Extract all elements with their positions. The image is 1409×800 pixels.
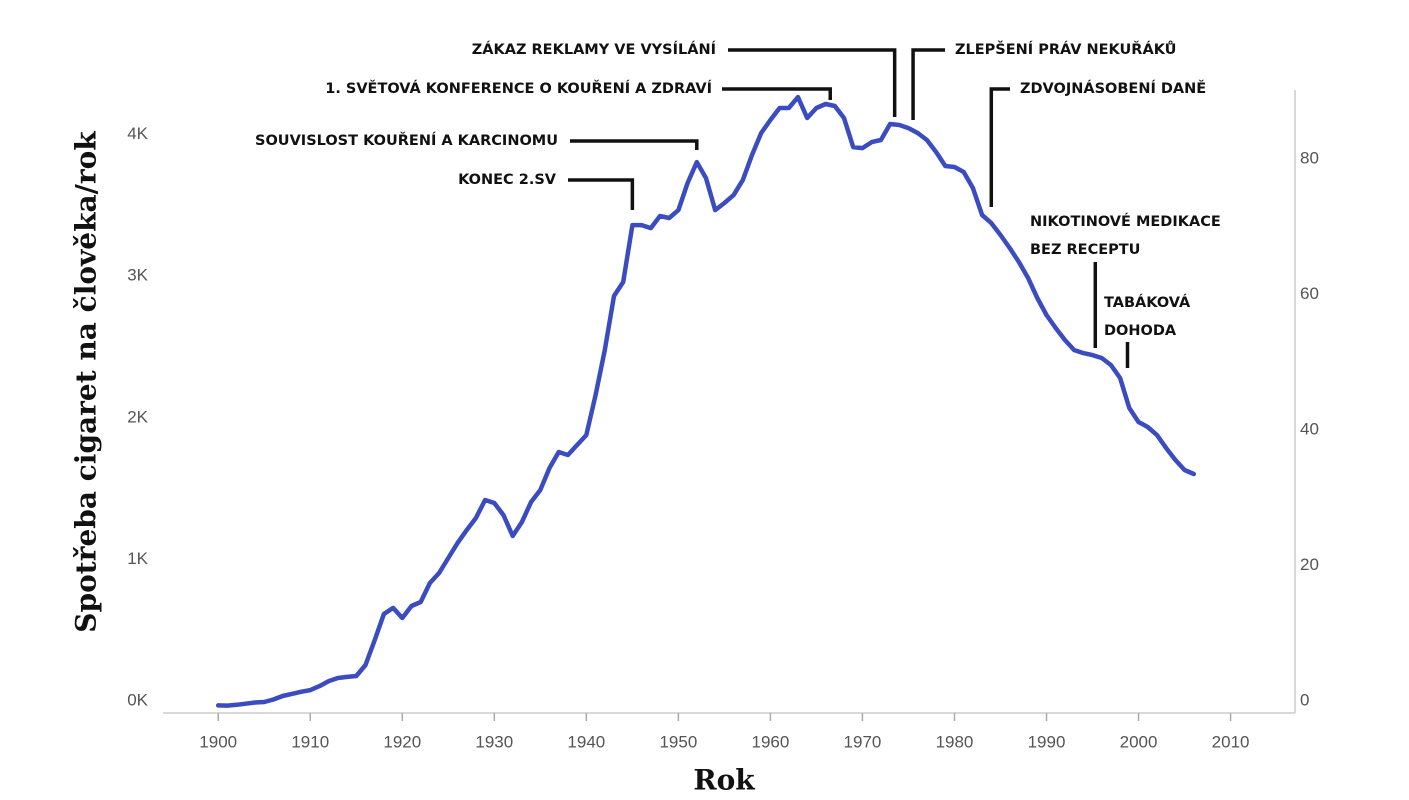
x-tick-label: 1990 — [1028, 732, 1066, 751]
x-tick-label: 1980 — [936, 732, 974, 751]
annotation-text: ZÁKAZ REKLAMY VE VYSÍLÁNÍ — [472, 41, 716, 58]
x-tick-label: 1920 — [383, 732, 421, 751]
annotation-leader — [722, 87, 832, 100]
x-tick-label: 1900 — [199, 732, 237, 751]
annotation-text: NIKOTINOVÉ MEDIKACE — [1030, 213, 1221, 230]
annotation-text: TABÁKOVÁ — [1104, 294, 1191, 311]
x-tick-label: 1940 — [567, 732, 605, 751]
x-tick-label: 2010 — [1212, 732, 1250, 751]
y-tick-label: 1K — [127, 549, 148, 568]
annotation-text: 1. SVĚTOVÁ KONFERENCE O KOUŘENÍ A ZDRAVÍ — [325, 80, 712, 97]
x-tick-label: 1930 — [475, 732, 513, 751]
annotation-text: SOUVISLOST KOUŘENÍ A KARCINOMU — [255, 132, 558, 149]
x-axis-title: Rok — [693, 764, 755, 797]
y-axis-title: Spotřeba cigaret na člověka/rok — [70, 131, 103, 633]
x-tick-label: 2000 — [1120, 732, 1158, 751]
x-tick-label: 1960 — [752, 732, 790, 751]
y-tick-label: 4K — [127, 124, 148, 143]
annotation-text: BEZ RECEPTU — [1030, 242, 1140, 258]
y2-tick-label: 0 — [1300, 690, 1309, 709]
annotation-leader — [568, 178, 635, 210]
annotation-leader — [570, 139, 699, 150]
x-tick-label: 1910 — [291, 732, 329, 751]
annotation-text: DOHODA — [1104, 323, 1177, 339]
annotation-leader — [911, 48, 945, 120]
annotation-leader — [728, 48, 897, 117]
y-tick-label: 2K — [127, 407, 148, 426]
y-tick-label: 3K — [127, 266, 148, 285]
y-tick-label: 0K — [127, 690, 148, 709]
y2-tick-label: 80 — [1300, 149, 1319, 168]
data-line — [215, 94, 1197, 708]
y2-tick-label: 20 — [1300, 555, 1319, 574]
annotation-text: ZLEPŠENÍ PRÁV NEKUŘÁKŮ — [955, 40, 1176, 58]
x-tick-label: 1970 — [844, 732, 882, 751]
annotation-leader — [989, 87, 1010, 207]
x-tick-label: 1950 — [659, 732, 697, 751]
annotation-text: KONEC 2.SV — [458, 172, 557, 188]
y2-tick-label: 40 — [1300, 420, 1319, 439]
annotation-text: ZDVOJNÁSOBENÍ DANĚ — [1020, 80, 1206, 97]
y2-tick-label: 60 — [1300, 284, 1319, 303]
